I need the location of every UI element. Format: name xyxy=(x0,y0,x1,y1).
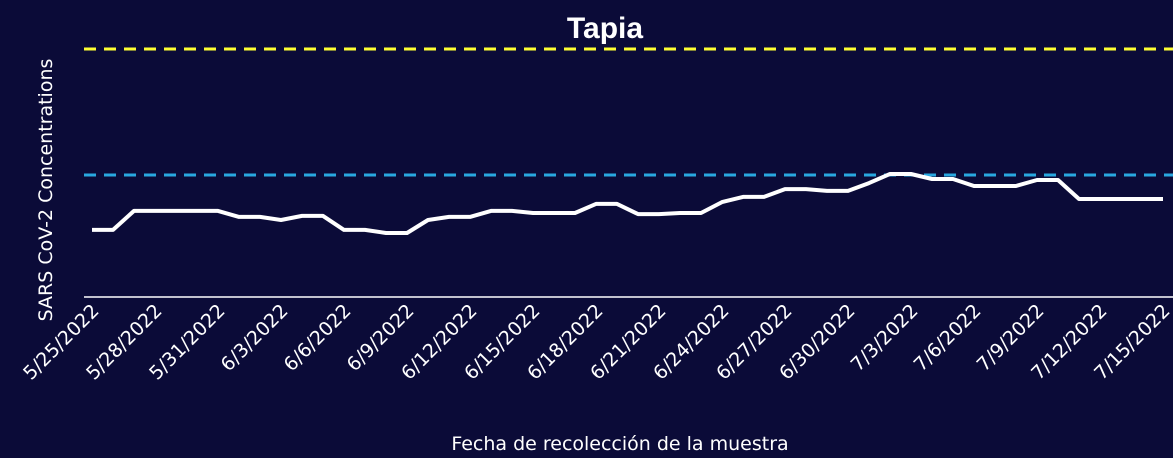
series-line xyxy=(92,172,1163,235)
y-axis-label: SARS CoV-2 Concentrations xyxy=(35,59,57,322)
chart-title: Tapia xyxy=(567,12,643,45)
x-axis-label: Fecha de recolección de la muestra xyxy=(451,433,788,455)
